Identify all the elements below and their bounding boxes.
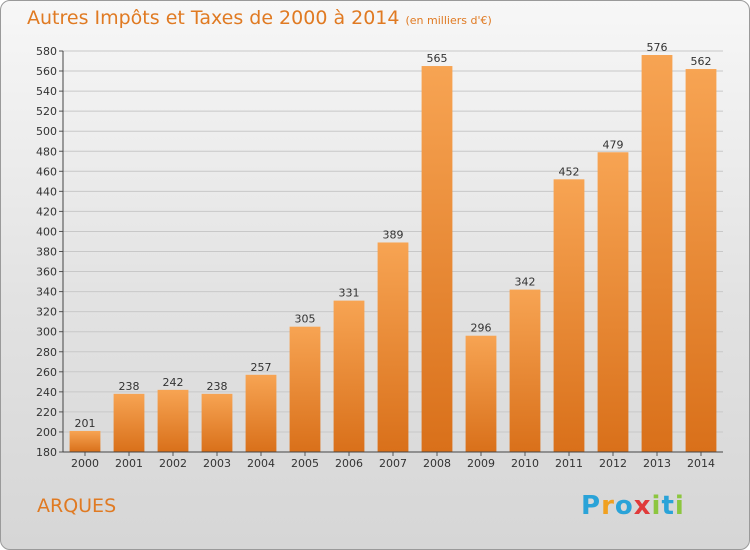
bar-value-label: 331 xyxy=(339,287,360,300)
bar xyxy=(377,242,409,452)
bar xyxy=(289,326,321,452)
bar-value-label: 242 xyxy=(163,376,184,389)
bar-value-label: 562 xyxy=(691,55,712,68)
bar-value-label: 576 xyxy=(647,41,668,54)
bar xyxy=(201,393,233,452)
y-tick-label: 540 xyxy=(36,85,57,98)
logo-letter: t xyxy=(661,491,675,521)
bar xyxy=(465,335,497,452)
logo-letter: i xyxy=(674,491,685,521)
y-tick-label: 280 xyxy=(36,346,57,359)
y-tick-label: 300 xyxy=(36,326,57,339)
bar-value-label: 305 xyxy=(295,313,316,326)
x-tick-label: 2001 xyxy=(115,457,143,470)
y-tick-label: 480 xyxy=(36,145,57,158)
x-tick-label: 2009 xyxy=(467,457,495,470)
bar xyxy=(685,69,717,453)
bar xyxy=(553,179,585,452)
x-tick-label: 2014 xyxy=(687,457,715,470)
bar xyxy=(69,430,101,452)
x-tick-label: 2005 xyxy=(291,457,319,470)
y-tick-label: 400 xyxy=(36,225,57,238)
y-tick-label: 260 xyxy=(36,366,57,379)
y-tick-label: 180 xyxy=(36,446,57,459)
y-axis: 180 200 220 240 260 280 300 320 340 360 380 400 420 4… xyxy=(36,45,64,459)
bar-value-label: 238 xyxy=(119,380,140,393)
y-tick-label: 580 xyxy=(36,45,57,58)
bar-value-label: 452 xyxy=(559,165,580,178)
logo-letter: o xyxy=(614,491,634,521)
x-tick-label: 2004 xyxy=(247,457,275,470)
bar xyxy=(597,152,629,452)
y-tick-label: 380 xyxy=(36,246,57,259)
y-tick-label: 440 xyxy=(36,185,57,198)
chart-title: Autres Impôts et Taxes de 2000 à 2014 (en… xyxy=(27,7,492,29)
y-tick-label: 240 xyxy=(36,386,57,399)
bar xyxy=(245,374,277,452)
bar xyxy=(157,389,189,452)
bars: 201 238 242 238 257 305 331 389 565 296 342 452 479 5… xyxy=(69,41,717,453)
bar-value-label: 342 xyxy=(515,276,536,289)
logo-letter: x xyxy=(633,491,652,521)
bar-value-label: 238 xyxy=(207,380,228,393)
bar-value-label: 201 xyxy=(75,417,96,430)
x-tick-label: 2012 xyxy=(599,457,627,470)
bar-value-label: 565 xyxy=(427,52,448,65)
location-label: ARQUES xyxy=(37,495,117,517)
bar-value-label: 389 xyxy=(383,228,404,241)
x-tick-label: 2000 xyxy=(71,457,99,470)
chart-title-text: Autres Impôts et Taxes de 2000 à 2014 xyxy=(27,7,400,29)
y-tick-label: 320 xyxy=(36,306,57,319)
y-tick-label: 460 xyxy=(36,165,57,178)
bar xyxy=(113,393,145,452)
x-tick-label: 2011 xyxy=(555,457,583,470)
bar xyxy=(641,55,673,452)
y-tick-label: 200 xyxy=(36,426,57,439)
logo-letter: P xyxy=(581,491,602,521)
y-tick-label: 420 xyxy=(36,205,57,218)
y-tick-label: 560 xyxy=(36,65,57,78)
bar-value-label: 296 xyxy=(471,322,492,335)
x-tick-label: 2008 xyxy=(423,457,451,470)
bar xyxy=(421,66,453,452)
y-tick-label: 340 xyxy=(36,286,57,299)
x-axis: 2000 2001 2002 2003 2004 2005 2006 2007 2008 2009… xyxy=(63,451,723,470)
x-tick-label: 2013 xyxy=(643,457,671,470)
y-tick-label: 520 xyxy=(36,105,57,118)
y-tick-label: 500 xyxy=(36,125,57,138)
chart-unit: (en milliers d'€) xyxy=(405,14,492,27)
y-tick-label: 360 xyxy=(36,266,57,279)
bar-value-label: 257 xyxy=(251,361,272,374)
x-tick-label: 2007 xyxy=(379,457,407,470)
y-tick-label: 220 xyxy=(36,406,57,419)
x-tick-label: 2003 xyxy=(203,457,231,470)
proxiti-logo: Proxiti xyxy=(581,491,685,521)
logo-letter: i xyxy=(651,491,662,521)
logo-letter: r xyxy=(601,491,615,521)
x-tick-label: 2006 xyxy=(335,457,363,470)
bar xyxy=(509,289,541,452)
x-tick-label: 2002 xyxy=(159,457,187,470)
bar xyxy=(333,300,365,452)
x-tick-label: 2010 xyxy=(511,457,539,470)
bar-value-label: 479 xyxy=(603,138,624,151)
